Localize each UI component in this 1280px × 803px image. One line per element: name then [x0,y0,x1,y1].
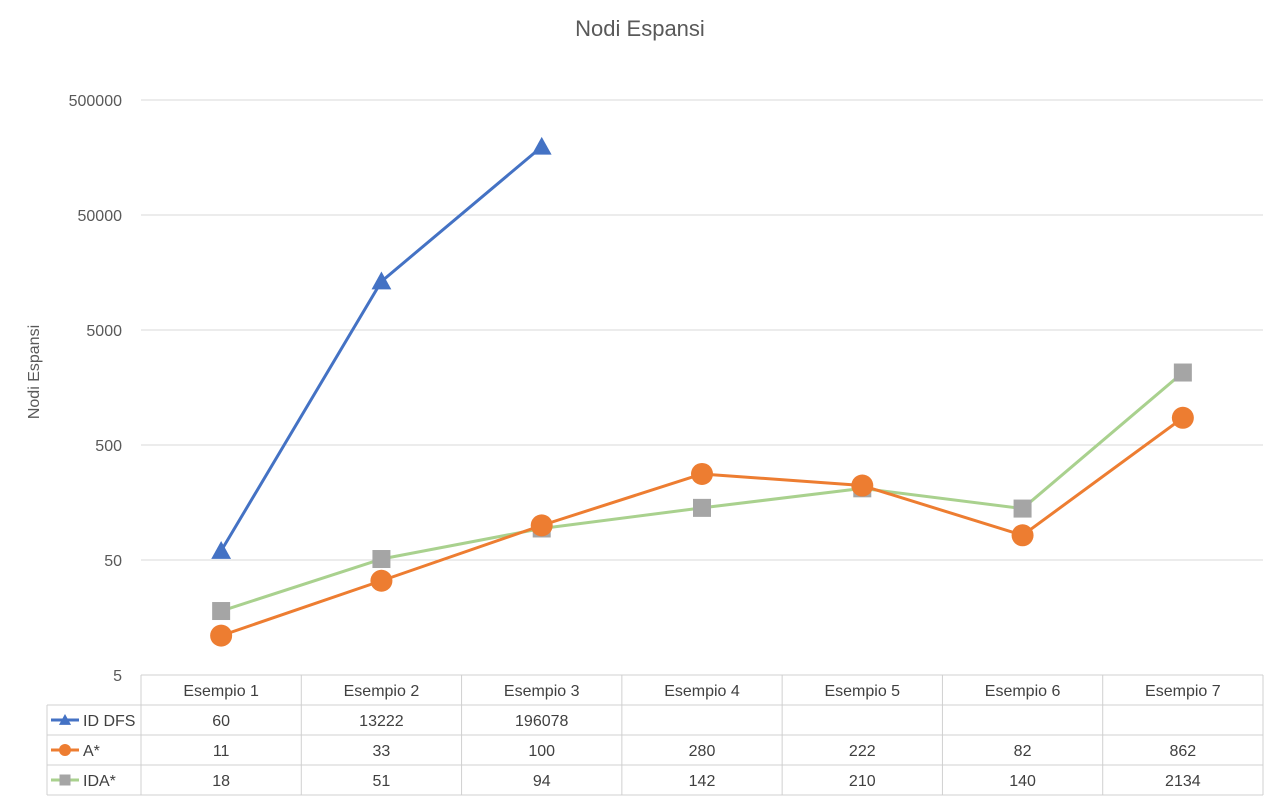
series-line [220,371,1184,613]
legend-entry: A* [51,743,100,760]
data-label: 11 [213,743,230,760]
data-point [531,136,552,155]
x-tick-label: Esempio 6 [985,683,1061,700]
data-point [851,474,874,497]
series-a- [210,406,1194,647]
data-label: 51 [373,773,391,790]
data-label: 13222 [359,713,404,730]
data-point [371,271,392,290]
chart-title: Nodi Espansi [575,16,705,41]
data-point [530,514,553,537]
data-label: 140 [1009,773,1036,790]
y-tick-label: 5000 [86,323,122,340]
x-tick-label: Esempio 1 [183,683,259,700]
series-line [220,416,1184,638]
data-label: 210 [849,773,876,790]
data-label: 196078 [515,713,568,730]
y-tick-label: 500000 [69,93,122,110]
data-point [59,744,71,756]
y-tick-label: 500 [95,438,122,455]
legend-entry: ID DFS [51,713,135,730]
data-label: 94 [533,773,551,790]
series-ida- [212,363,1192,621]
data-point [1171,406,1194,429]
data-label: 82 [1014,743,1032,760]
y-tick-label: 50000 [78,208,123,225]
data-point [210,624,233,647]
data-point [691,462,713,485]
gridlines [141,99,1263,561]
legend-label: IDA* [83,773,116,790]
y-tick-label: 50 [104,553,122,570]
data-label: 142 [689,773,716,790]
data-point [58,713,72,725]
data-point [1011,524,1034,547]
data-point [693,498,711,517]
data-label: 33 [373,743,391,760]
y-tick-label: 5 [113,668,122,685]
data-label: 862 [1170,743,1197,760]
data-label: 222 [849,743,876,760]
data-label: 280 [689,743,716,760]
data-point [59,774,71,786]
legend-label: ID DFS [83,713,135,730]
y-tick-labels: 5 50 500 5000 50000 500000 [69,93,122,685]
series-line [219,145,543,552]
series-layer [210,136,1194,647]
x-tick-label: Esempio 4 [664,683,740,700]
data-label: 60 [212,713,230,730]
legend-entry: IDA* [51,773,116,790]
x-tick-label: Esempio 7 [1145,683,1221,700]
x-tick-label: Esempio 3 [504,683,580,700]
data-point [212,602,231,621]
legend-label: A* [83,743,100,760]
data-point [372,550,391,569]
series-id-dfs [211,136,552,559]
data-label: 18 [212,773,230,790]
data-point [211,540,232,559]
data-table: Esempio 1 Esempio 2 Esempio 3 Esempio 4 Esem… [46,674,1264,796]
data-point [1013,499,1032,518]
data-point [370,569,393,592]
data-point [1173,363,1192,382]
x-tick-label: Esempio 5 [824,683,900,700]
data-label: 2134 [1165,773,1201,790]
x-tick-label: Esempio 2 [344,683,420,700]
data-label: 100 [528,743,555,760]
y-axis-label: Nodi Espansi [26,325,43,419]
